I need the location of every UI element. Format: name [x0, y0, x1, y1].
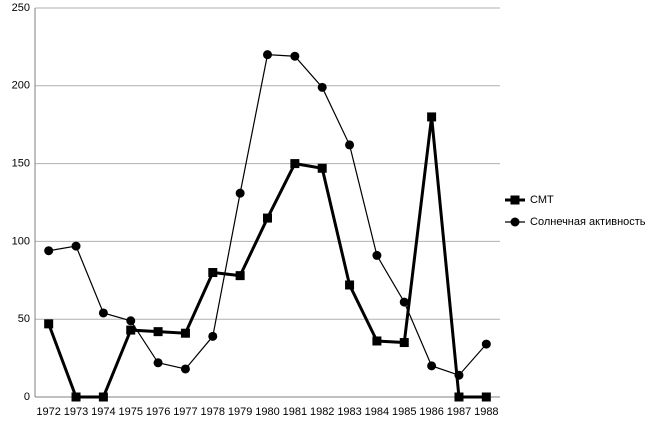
x-tick-label: 1978 — [201, 406, 225, 418]
point — [98, 308, 108, 318]
x-tick-label: 1976 — [146, 406, 170, 418]
point — [263, 213, 272, 223]
point — [317, 82, 327, 92]
y-tick-label: 50 — [18, 313, 30, 325]
point — [126, 316, 136, 326]
point — [208, 268, 218, 278]
point — [399, 338, 409, 348]
point — [427, 112, 437, 122]
point — [372, 250, 382, 260]
x-tick-label: 1973 — [64, 406, 88, 418]
point — [153, 358, 163, 368]
point — [454, 370, 464, 380]
y-tick-label: 100 — [12, 235, 30, 247]
point — [98, 392, 108, 402]
point — [372, 336, 382, 346]
point — [345, 140, 355, 150]
point — [126, 325, 136, 335]
x-tick-label: 1988 — [474, 406, 498, 418]
point — [481, 339, 491, 349]
point — [263, 50, 272, 60]
legend-label: СМТ — [530, 194, 554, 206]
point — [208, 331, 218, 341]
x-tick-label: 1985 — [392, 406, 416, 418]
point — [44, 246, 54, 256]
x-tick-label: 1979 — [228, 406, 252, 418]
legend-marker — [510, 195, 520, 205]
point — [427, 361, 437, 371]
point — [481, 392, 491, 402]
legend-marker — [510, 217, 520, 227]
point — [71, 241, 81, 251]
y-tick-label: 150 — [12, 158, 30, 170]
x-tick-label: 1980 — [255, 406, 279, 418]
point — [235, 271, 245, 281]
y-tick-label: 200 — [12, 80, 30, 92]
legend-label: Солнечная активность — [530, 216, 646, 228]
y-tick-label: 250 — [12, 2, 30, 14]
point — [454, 392, 464, 402]
x-tick-label: 1984 — [365, 406, 389, 418]
point — [317, 163, 327, 173]
point — [71, 392, 81, 402]
x-tick-label: 1982 — [310, 406, 334, 418]
x-tick-label: 1983 — [337, 406, 361, 418]
point — [180, 364, 190, 374]
line — [47, 116, 487, 399]
x-tick-label: 1981 — [283, 406, 307, 418]
x-tick-label: 1972 — [36, 406, 60, 418]
point — [290, 51, 300, 61]
point — [235, 188, 245, 198]
point — [345, 280, 355, 290]
point — [153, 327, 163, 337]
x-tick-label: 1974 — [91, 406, 115, 418]
x-tick-label: 1986 — [419, 406, 443, 418]
x-tick-label: 1977 — [173, 406, 197, 418]
point — [44, 319, 54, 329]
x-tick-label: 1975 — [118, 406, 142, 418]
y-tick-label: 0 — [24, 391, 30, 403]
point — [399, 297, 409, 307]
x-tick-label: 1987 — [447, 406, 471, 418]
point — [180, 328, 190, 338]
point — [290, 159, 300, 169]
